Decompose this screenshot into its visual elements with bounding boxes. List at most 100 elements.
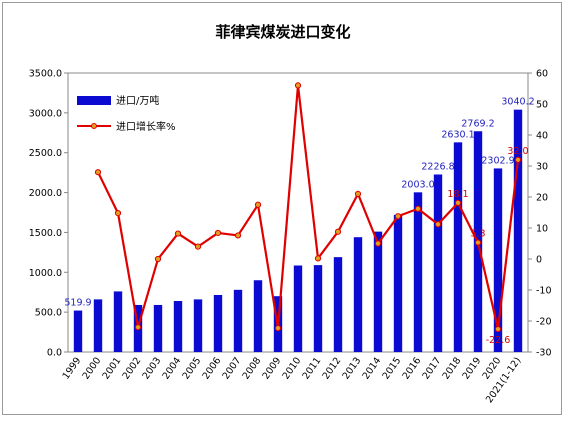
line-point bbox=[314, 255, 322, 262]
line-point bbox=[334, 228, 342, 235]
bar bbox=[313, 265, 323, 352]
line-point bbox=[194, 243, 202, 250]
x-tick-label: 2006 bbox=[201, 355, 224, 381]
bar bbox=[293, 265, 303, 352]
x-tick-label: 2010 bbox=[281, 355, 304, 381]
line-point bbox=[94, 169, 102, 176]
y-right-tick-label: 60 bbox=[536, 69, 548, 80]
bar bbox=[373, 231, 383, 352]
bar bbox=[113, 291, 123, 352]
line-point bbox=[294, 82, 302, 89]
chart-canvas: 菲律宾煤炭进口变化 0.0 500.0 1000.0 1500.0 2000.0 2500… bbox=[29, 23, 552, 405]
line-series bbox=[94, 82, 522, 333]
chart-frame: 菲律宾煤炭进口变化 0.0 500.0 1000.0 1500.0 2000.0 2500… bbox=[2, 2, 562, 415]
y-right-tick-label: 30 bbox=[536, 162, 548, 173]
y-left-tick-label: 1000.0 bbox=[29, 268, 62, 279]
y-left-axis: 0.0 500.0 1000.0 1500.0 2000.0 2500.0 3000.0 35… bbox=[29, 69, 68, 359]
legend-label-bar: 进口/万吨 bbox=[116, 94, 159, 107]
bar bbox=[213, 295, 223, 352]
x-tick-label: 2012 bbox=[321, 355, 344, 381]
line-point bbox=[394, 213, 402, 220]
x-tick-label: 2000 bbox=[81, 355, 104, 381]
x-tick-label: 2013 bbox=[341, 355, 364, 381]
x-tick-label: 2011 bbox=[301, 355, 324, 381]
line-point bbox=[434, 221, 442, 228]
line-point bbox=[154, 255, 162, 263]
y-left-tick-label: 3000.0 bbox=[29, 108, 62, 119]
y-right-tick-label: -30 bbox=[536, 348, 552, 359]
bar bbox=[493, 168, 503, 352]
x-tick-label: 2008 bbox=[241, 355, 264, 381]
bar bbox=[453, 142, 463, 352]
line-point bbox=[514, 156, 522, 163]
bar-value-label: 519.9 bbox=[64, 298, 91, 309]
x-tick-label: 2003 bbox=[141, 355, 164, 381]
bar-value-label: 2003.0 bbox=[401, 179, 434, 190]
line-point bbox=[454, 199, 462, 206]
bar bbox=[153, 304, 163, 352]
bar-value-label: 2630.1 bbox=[441, 129, 474, 140]
y-left-tick-label: 500.0 bbox=[35, 308, 62, 319]
bar bbox=[73, 310, 83, 352]
line-point bbox=[354, 190, 362, 197]
line-point bbox=[274, 325, 282, 332]
x-tick-label: 2016 bbox=[401, 355, 424, 381]
legend-swatch-bar bbox=[77, 96, 111, 105]
x-tick-label: 2017 bbox=[421, 355, 444, 381]
bar bbox=[193, 299, 203, 352]
y-right-axis: -30 -20 -10 0 10 20 30 40 50 60 bbox=[528, 69, 552, 359]
x-tick-label: 2018 bbox=[441, 355, 464, 381]
line-value-label: 32.0 bbox=[507, 146, 528, 157]
x-tick-label: 2005 bbox=[181, 355, 204, 381]
legend: 进口/万吨 进口增长率% bbox=[77, 94, 176, 133]
bar-value-label: 2226.8 bbox=[421, 161, 454, 172]
bar bbox=[173, 300, 183, 352]
y-right-tick-label: 20 bbox=[536, 193, 548, 204]
line-point bbox=[134, 324, 142, 331]
x-tick-label: 2009 bbox=[261, 355, 284, 381]
line-value-label: 5.3 bbox=[470, 229, 485, 240]
x-tick-label: 2004 bbox=[161, 355, 184, 381]
line-point bbox=[234, 232, 242, 239]
legend-label-line: 进口增长率% bbox=[116, 120, 176, 133]
bar bbox=[433, 174, 443, 352]
bar-value-label: 3040.2 bbox=[501, 97, 534, 108]
x-tick-label: 2019 bbox=[461, 355, 484, 381]
line-point bbox=[254, 201, 262, 208]
y-left-tick-label: 0.0 bbox=[47, 348, 62, 359]
line-value-label: 18.1 bbox=[447, 189, 468, 200]
line-value-label: -22.6 bbox=[486, 335, 511, 346]
y-right-tick-label: 10 bbox=[536, 224, 548, 235]
bar bbox=[393, 214, 403, 352]
bar bbox=[253, 280, 263, 352]
bar bbox=[513, 109, 523, 353]
x-tick-label: 2015 bbox=[381, 355, 404, 381]
line-point bbox=[114, 210, 122, 217]
y-right-tick-label: 50 bbox=[536, 100, 548, 111]
y-right-tick-label: -20 bbox=[536, 317, 552, 328]
bar-value-label: 2769.2 bbox=[461, 118, 494, 129]
x-tick-label: 2002 bbox=[121, 355, 144, 381]
x-tick-label: 1999 bbox=[61, 355, 84, 381]
y-right-tick-label: 40 bbox=[536, 131, 548, 142]
y-left-tick-label: 2000.0 bbox=[29, 188, 62, 199]
y-left-tick-label: 1500.0 bbox=[29, 228, 62, 239]
line-point bbox=[374, 240, 382, 247]
line-point bbox=[474, 239, 482, 246]
bar bbox=[353, 237, 363, 352]
line-point bbox=[494, 325, 502, 333]
x-tick-label: 2007 bbox=[221, 355, 244, 381]
x-tick-label: 2001 bbox=[101, 355, 124, 381]
bar bbox=[413, 192, 423, 352]
x-tick-label: 2014 bbox=[361, 355, 384, 381]
legend-swatch-marker bbox=[91, 123, 97, 129]
y-left-tick-label: 3500.0 bbox=[29, 69, 62, 80]
line-point bbox=[414, 205, 422, 212]
bar-value-label: 2302.9 bbox=[481, 155, 514, 166]
bar bbox=[93, 299, 103, 352]
growth-line bbox=[97, 84, 520, 331]
y-left-tick-label: 2500.0 bbox=[29, 148, 62, 159]
line-point bbox=[174, 230, 182, 237]
x-axis: 1999200020012002200320042005200620072008… bbox=[61, 355, 524, 405]
